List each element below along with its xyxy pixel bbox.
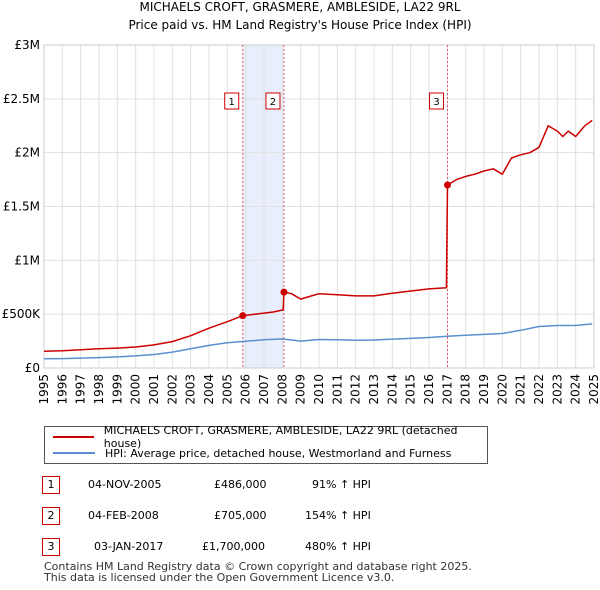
- x-tick-label: 2023: [550, 374, 564, 405]
- sale-label-box: [265, 92, 281, 110]
- x-tick-label: 2006: [239, 374, 253, 405]
- x-tick-label: 2015: [404, 374, 418, 405]
- y-tick-label: £1.5M: [3, 200, 40, 214]
- plot-frame: [43, 44, 595, 369]
- y-tick-label: £3M: [14, 38, 40, 52]
- footer-line-1: Contains HM Land Registry data © Crown c…: [44, 560, 472, 573]
- sale-points: [239, 181, 452, 320]
- transaction-hpi: 154% ↑ HPI: [305, 509, 371, 522]
- x-tick-label: 2017: [440, 374, 454, 405]
- x-tick-label: 2011: [330, 374, 344, 405]
- x-tick-label: 2018: [459, 374, 473, 405]
- y-axis-ticks: £0 £500K £1M £1.5M £2M £2.5M £3M: [2, 38, 42, 375]
- x-tick-label: 2004: [202, 374, 216, 405]
- x-tick-label: 2013: [367, 374, 381, 405]
- transaction-price: £1,700,000: [202, 540, 265, 553]
- x-tick-label: 2008: [275, 374, 289, 405]
- y-tick-label: £500K: [2, 307, 42, 321]
- legend-line-hpi: [53, 452, 95, 454]
- transaction-row: 1 04-NOV-2005 £486,000 91% ↑ HPI: [42, 476, 442, 494]
- x-tick-label: 2007: [257, 374, 271, 405]
- sale-label-boxes: 1 2 3: [224, 92, 445, 110]
- legend: MICHAELS CROFT, GRASMERE, AMBLESIDE, LA2…: [44, 424, 488, 464]
- x-tick-label: 2012: [349, 374, 363, 405]
- legend-label-price: MICHAELS CROFT, GRASMERE, AMBLESIDE, LA2…: [103, 424, 458, 450]
- x-tick-label: 2002: [165, 374, 179, 405]
- sale-point: [280, 288, 288, 296]
- chart-title: MICHAELS CROFT, GRASMERE, AMBLESIDE, LA2…: [139, 0, 461, 14]
- y-tick-label: £2M: [14, 146, 40, 160]
- x-tick-label: 2024: [569, 374, 583, 405]
- x-tick-label: 2003: [184, 374, 198, 405]
- sale-label: 1: [229, 97, 235, 108]
- y-tick-label: £2.5M: [3, 92, 40, 106]
- x-tick-label: 2001: [147, 374, 161, 405]
- sale-label-box: [224, 92, 240, 110]
- legend-item-price: MICHAELS CROFT, GRASMERE, AMBLESIDE, LA2…: [53, 424, 487, 450]
- chart-subtitle: Price paid vs. HM Land Registry's House …: [128, 18, 472, 32]
- x-tick-label: 2021: [514, 374, 528, 405]
- transaction-row: 3 03-JAN-2017 £1,700,000 480% ↑ HPI: [42, 538, 442, 556]
- series-line: [43, 119, 593, 353]
- transaction-number: 2: [42, 507, 60, 525]
- series-line: [43, 323, 593, 360]
- x-tick-label: 2000: [129, 374, 143, 405]
- x-tick-label: 2010: [312, 374, 326, 405]
- x-tick-label: 1995: [37, 374, 51, 405]
- x-tick-label: 2025: [587, 374, 600, 405]
- transaction-date: 04-NOV-2005: [88, 478, 162, 491]
- x-tick-label: 2005: [220, 374, 234, 405]
- transaction-row: 2 04-FEB-2008 £705,000 154% ↑ HPI: [42, 507, 442, 525]
- legend-item-hpi: HPI: Average price, detached house, West…: [53, 445, 451, 461]
- x-tick-label: 1997: [74, 374, 88, 405]
- y-tick-label: £0: [25, 361, 40, 375]
- footer: Contains HM Land Registry data © Crown c…: [44, 561, 472, 583]
- footer-line-2: This data is licensed under the Open Gov…: [44, 571, 395, 584]
- sale-point: [444, 181, 452, 189]
- grid-layer: [43, 44, 595, 369]
- series-layer: [43, 119, 593, 360]
- sale-label: 2: [270, 97, 276, 108]
- transaction-date: 04-FEB-2008: [88, 509, 159, 522]
- x-tick-label: 2009: [294, 374, 308, 405]
- x-tick-label: 1996: [55, 374, 69, 405]
- x-tick-label: 1999: [110, 374, 124, 405]
- x-tick-label: 1998: [92, 374, 106, 405]
- sale-label: 3: [433, 97, 439, 108]
- x-tick-label: 2016: [422, 374, 436, 405]
- transaction-price: £486,000: [214, 478, 267, 491]
- x-tick-label: 2020: [495, 374, 509, 405]
- sale-point: [239, 312, 247, 320]
- x-tick-label: 2019: [477, 374, 491, 405]
- x-axis-ticks: 1995 1996 1997 1998 1999 2000 2001 2002 2003 2004…: [37, 374, 600, 405]
- transaction-price: £705,000: [214, 509, 267, 522]
- transaction-hpi: 480% ↑ HPI: [305, 540, 371, 553]
- x-tick-label: 2014: [385, 374, 399, 405]
- transaction-number: 1: [42, 476, 60, 494]
- y-tick-label: £1M: [14, 253, 40, 267]
- transaction-date: 03-JAN-2017: [94, 540, 164, 553]
- transaction-number: 3: [42, 538, 60, 556]
- transaction-hpi: 91% ↑ HPI: [312, 478, 371, 491]
- legend-label-hpi: HPI: Average price, detached house, West…: [105, 446, 452, 460]
- sale-label-box: [429, 92, 445, 110]
- x-tick-label: 2022: [532, 374, 546, 405]
- legend-line-price: [53, 436, 94, 438]
